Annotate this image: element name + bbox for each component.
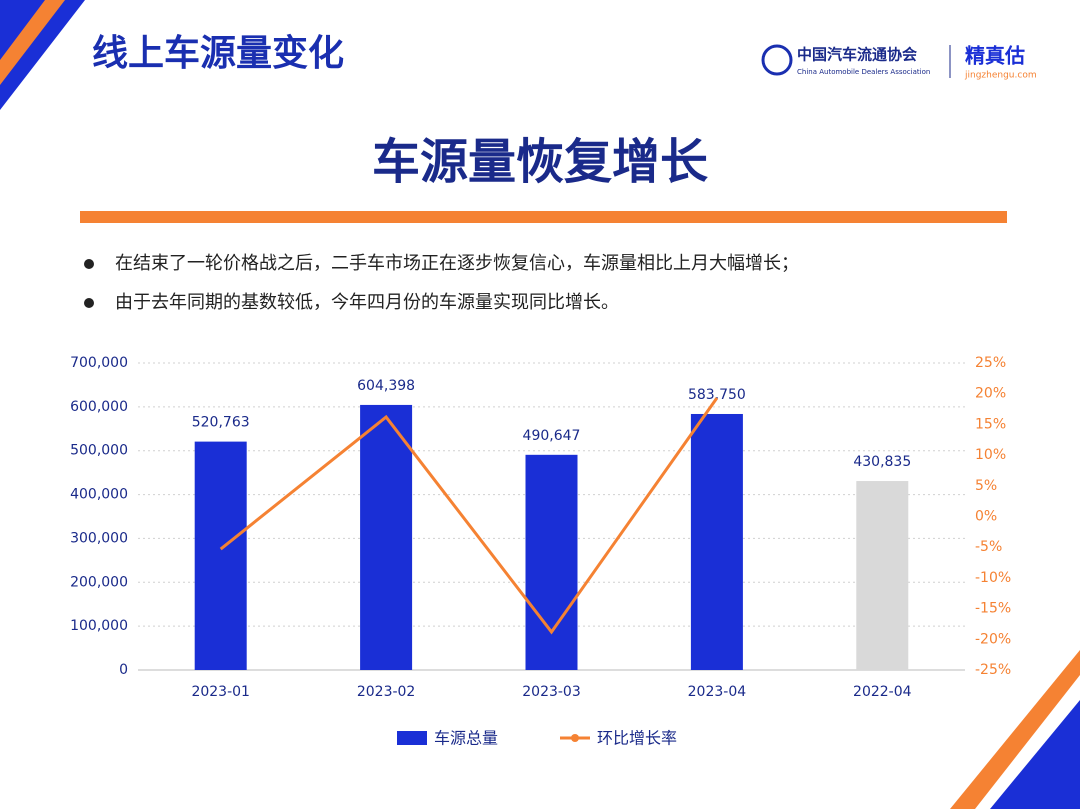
y-tick-label: 400,000	[70, 487, 128, 503]
value-label: 520,763	[192, 415, 250, 431]
corner-stripe	[0, 0, 65, 85]
legend-swatch	[571, 734, 579, 742]
logo-icon	[761, 44, 793, 76]
bar	[360, 404, 413, 670]
bullet-dot	[84, 298, 94, 308]
divider-bar	[80, 211, 1007, 223]
value-label: 604,398	[357, 378, 415, 394]
corner-stripe	[990, 700, 1080, 809]
x-tick-label: 2022-04	[853, 684, 912, 700]
y2-tick-label: -25%	[975, 662, 1011, 678]
line	[219, 397, 719, 635]
corner-stripe	[0, 0, 85, 110]
bullet: 在结束了一轮价格战之后，二手车市场正在逐步恢复信心，车源量相比上月大幅增长；	[115, 253, 799, 274]
bullet-dot	[84, 259, 94, 269]
bullet: 由于去年同期的基数较低，今年四月份的车源量实现同比增长。	[115, 292, 619, 313]
y-tick-label: 100,000	[70, 618, 128, 634]
y2-tick-label: -20%	[975, 631, 1011, 647]
y2-tick-label: -5%	[975, 539, 1002, 555]
y-tick-label: 500,000	[70, 443, 128, 459]
value-label: 583,750	[688, 387, 746, 403]
y-tick-label: 300,000	[70, 530, 128, 546]
x-tick-label: 2023-02	[357, 684, 416, 700]
headline: 车源量恢复增长	[372, 134, 708, 190]
y2-tick-label: 0%	[975, 509, 997, 525]
x-tick-label: 2023-03	[522, 684, 581, 700]
bar	[525, 454, 578, 670]
brand: 精真估	[965, 44, 1025, 68]
brand-url: jingzhengu.com	[964, 71, 1037, 81]
value-label: 490,647	[523, 428, 581, 444]
value-label: 430,835	[853, 454, 911, 470]
y2-tick-label: 5%	[975, 478, 997, 494]
y-tick-label: 200,000	[70, 574, 128, 590]
legend-label: 车源总量	[434, 729, 498, 748]
bar	[856, 481, 909, 670]
y2-tick-label: -10%	[975, 570, 1011, 586]
corner-stripe	[950, 650, 1080, 809]
legend-label: 环比增长率	[597, 729, 677, 748]
y-tick-label: 0	[119, 662, 128, 678]
page-title: 线上车源量变化	[92, 32, 344, 74]
y-tick-label: 600,000	[70, 399, 128, 415]
y2-tick-label: 10%	[975, 447, 1006, 463]
y2-tick-label: 25%	[975, 355, 1006, 371]
y2-tick-label: 20%	[975, 386, 1006, 402]
y-tick-label: 700,000	[70, 355, 128, 371]
x-tick-label: 2023-01	[191, 684, 250, 700]
bar	[194, 441, 247, 670]
logo-cn: 中国汽车流通协会	[797, 46, 917, 64]
legend-swatch	[397, 731, 427, 745]
bar	[690, 413, 743, 670]
y2-tick-label: 15%	[975, 416, 1006, 432]
logo-en: China Automobile Dealers Association	[797, 68, 930, 76]
y2-tick-label: -15%	[975, 601, 1011, 617]
x-tick-label: 2023-04	[688, 684, 747, 700]
